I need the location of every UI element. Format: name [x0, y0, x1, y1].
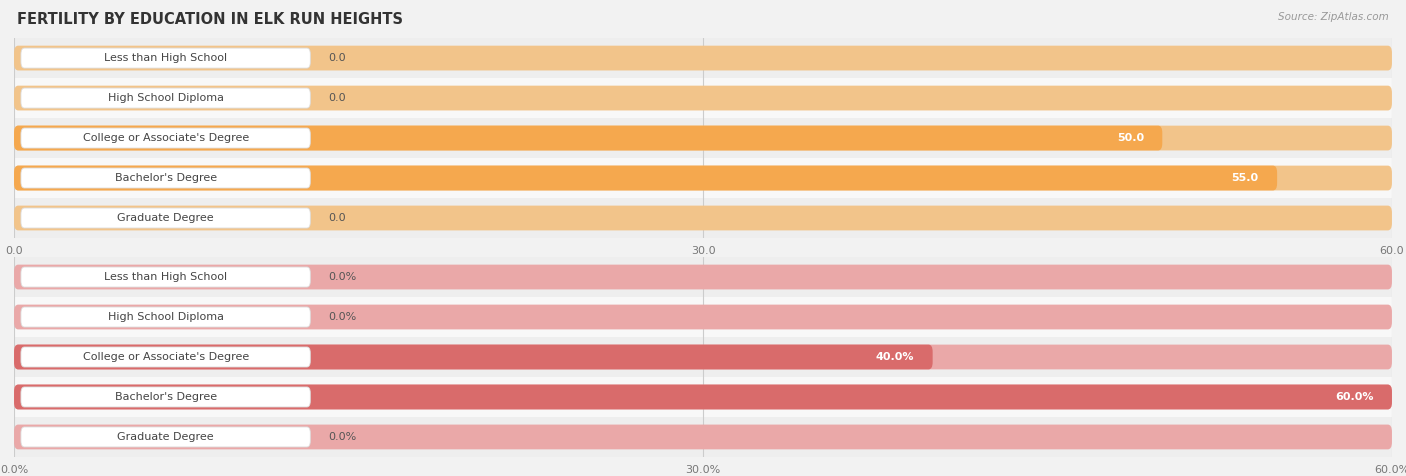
Bar	[14, 198, 1392, 238]
Text: 0.0: 0.0	[329, 213, 346, 223]
FancyBboxPatch shape	[21, 48, 311, 68]
FancyBboxPatch shape	[14, 385, 1392, 409]
FancyBboxPatch shape	[14, 126, 1392, 150]
Text: 50.0: 50.0	[1116, 133, 1144, 143]
FancyBboxPatch shape	[14, 206, 1392, 230]
Text: 40.0%: 40.0%	[876, 352, 914, 362]
Text: Graduate Degree: Graduate Degree	[117, 213, 214, 223]
FancyBboxPatch shape	[14, 345, 932, 369]
FancyBboxPatch shape	[21, 168, 311, 188]
FancyBboxPatch shape	[14, 345, 1392, 369]
Text: 60.0%: 60.0%	[1336, 392, 1374, 402]
Text: 0.0: 0.0	[329, 93, 346, 103]
Text: Graduate Degree: Graduate Degree	[117, 432, 214, 442]
Text: High School Diploma: High School Diploma	[108, 93, 224, 103]
Text: Source: ZipAtlas.com: Source: ZipAtlas.com	[1278, 12, 1389, 22]
Text: FERTILITY BY EDUCATION IN ELK RUN HEIGHTS: FERTILITY BY EDUCATION IN ELK RUN HEIGHT…	[17, 12, 404, 27]
Text: 0.0%: 0.0%	[329, 312, 357, 322]
FancyBboxPatch shape	[14, 166, 1277, 190]
FancyBboxPatch shape	[14, 86, 1392, 110]
Bar	[14, 337, 1392, 377]
Bar	[14, 158, 1392, 198]
FancyBboxPatch shape	[14, 46, 1392, 70]
Text: Bachelor's Degree: Bachelor's Degree	[114, 173, 217, 183]
FancyBboxPatch shape	[14, 126, 1163, 150]
Text: 0.0: 0.0	[329, 53, 346, 63]
Text: Less than High School: Less than High School	[104, 53, 228, 63]
FancyBboxPatch shape	[21, 427, 311, 447]
Text: College or Associate's Degree: College or Associate's Degree	[83, 352, 249, 362]
FancyBboxPatch shape	[14, 425, 1392, 449]
Text: Less than High School: Less than High School	[104, 272, 228, 282]
Text: High School Diploma: High School Diploma	[108, 312, 224, 322]
FancyBboxPatch shape	[21, 347, 311, 367]
Bar	[14, 377, 1392, 417]
Bar	[14, 38, 1392, 78]
Bar	[14, 417, 1392, 457]
Bar	[14, 257, 1392, 297]
Text: 55.0: 55.0	[1232, 173, 1258, 183]
FancyBboxPatch shape	[14, 305, 1392, 329]
FancyBboxPatch shape	[21, 208, 311, 228]
Text: Bachelor's Degree: Bachelor's Degree	[114, 392, 217, 402]
FancyBboxPatch shape	[21, 387, 311, 407]
Bar	[14, 297, 1392, 337]
Text: 0.0%: 0.0%	[329, 432, 357, 442]
FancyBboxPatch shape	[14, 166, 1392, 190]
Bar	[14, 118, 1392, 158]
FancyBboxPatch shape	[21, 128, 311, 148]
FancyBboxPatch shape	[21, 88, 311, 108]
Bar	[14, 78, 1392, 118]
FancyBboxPatch shape	[14, 385, 1392, 409]
Text: College or Associate's Degree: College or Associate's Degree	[83, 133, 249, 143]
Text: 0.0%: 0.0%	[329, 272, 357, 282]
FancyBboxPatch shape	[21, 267, 311, 287]
FancyBboxPatch shape	[21, 307, 311, 327]
FancyBboxPatch shape	[14, 265, 1392, 289]
